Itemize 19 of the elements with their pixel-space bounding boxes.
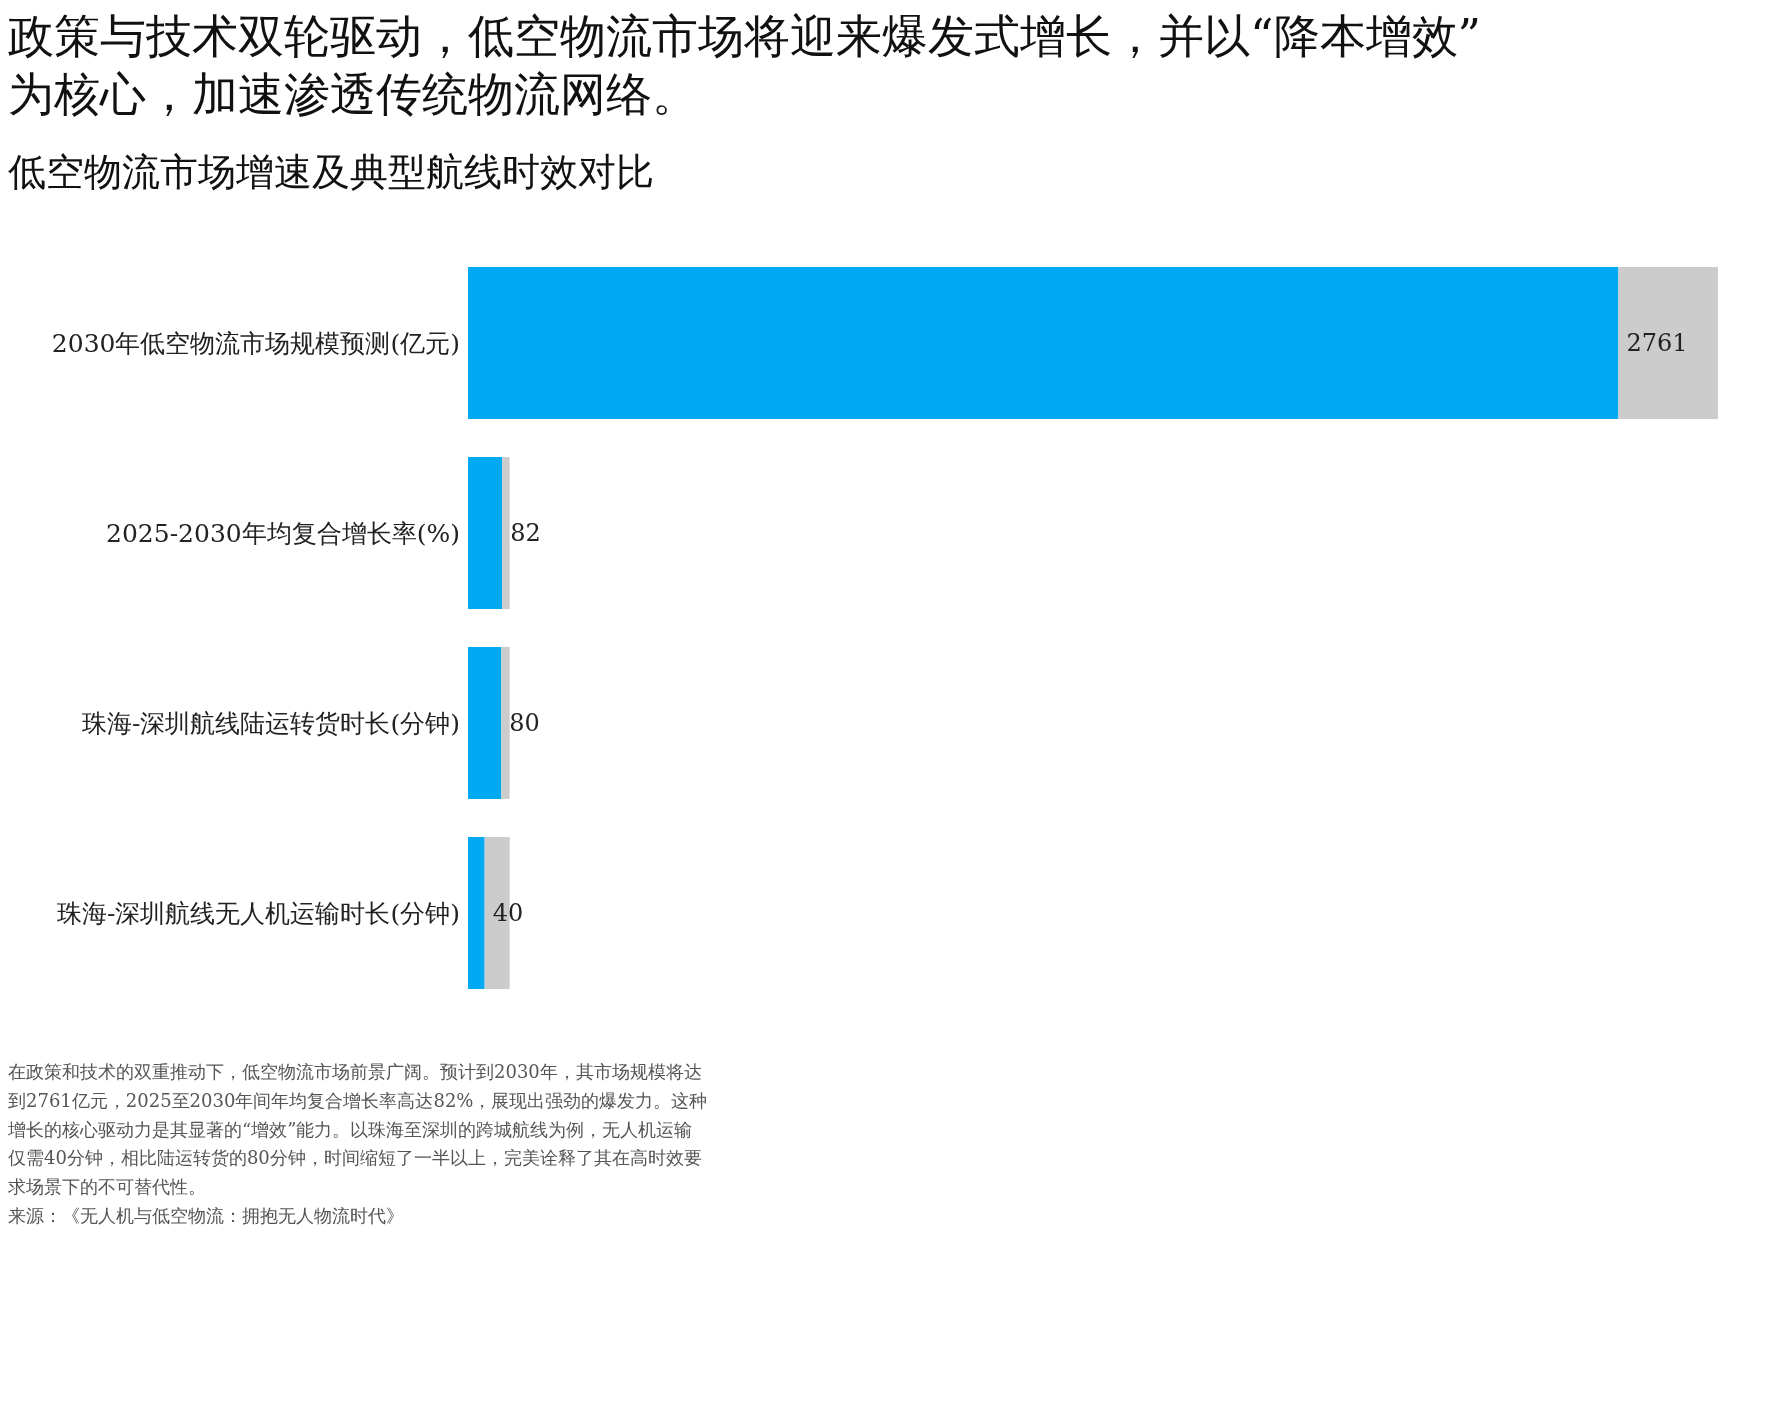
data-label: 82 <box>510 519 541 547</box>
bar <box>468 647 502 799</box>
data-label: 40 <box>492 899 524 927</box>
data-label: 2761 <box>1626 329 1688 357</box>
source-note: 来源：《无人机与低空物流：拥抱无人物流时代》 <box>8 1204 405 1228</box>
bar <box>468 457 503 609</box>
bar <box>1618 267 1718 419</box>
y-tick-label: 珠海-深圳航线陆运转货时长(分钟) <box>82 708 460 738</box>
bar <box>501 647 510 799</box>
chart-subtitle: 低空物流市场增速及典型航线时效对比 <box>8 149 655 196</box>
chart-title: 政策与技术双轮驱动，低空物流市场将迎来爆发式增长，并以“降本增效” 为核心，加速渗透传统物流网络。 <box>8 8 1483 123</box>
bar <box>468 267 1619 419</box>
text: 在政策和技术的双重推动下，低空物流市场前景广阔。预计到2030年，其市场规模将达到2761亿元，2025至2030年间年均复合增长率高达82%，展现出强劲的爆发力。这种增长的核心驱动力是其显著的“增效”能力。以珠海至深圳的跨城航线为例，无人机运输仅需40分钟，相比陆运转货的80分钟，时间缩短了一半以上，完美诠释了其在高时效要求场景下的不可替代性。 <box>8 1060 708 1200</box>
data-label: 80 <box>509 709 540 737</box>
bar <box>468 837 485 989</box>
y-tick-label: 2025-2030年均复合增长率(%) <box>106 518 460 548</box>
y-tick-label: 珠海-深圳航线无人机运输时长(分钟) <box>57 898 460 928</box>
bar <box>502 457 510 609</box>
y-tick-label: 2030年低空物流市场规模预测(亿元) <box>51 328 460 358</box>
